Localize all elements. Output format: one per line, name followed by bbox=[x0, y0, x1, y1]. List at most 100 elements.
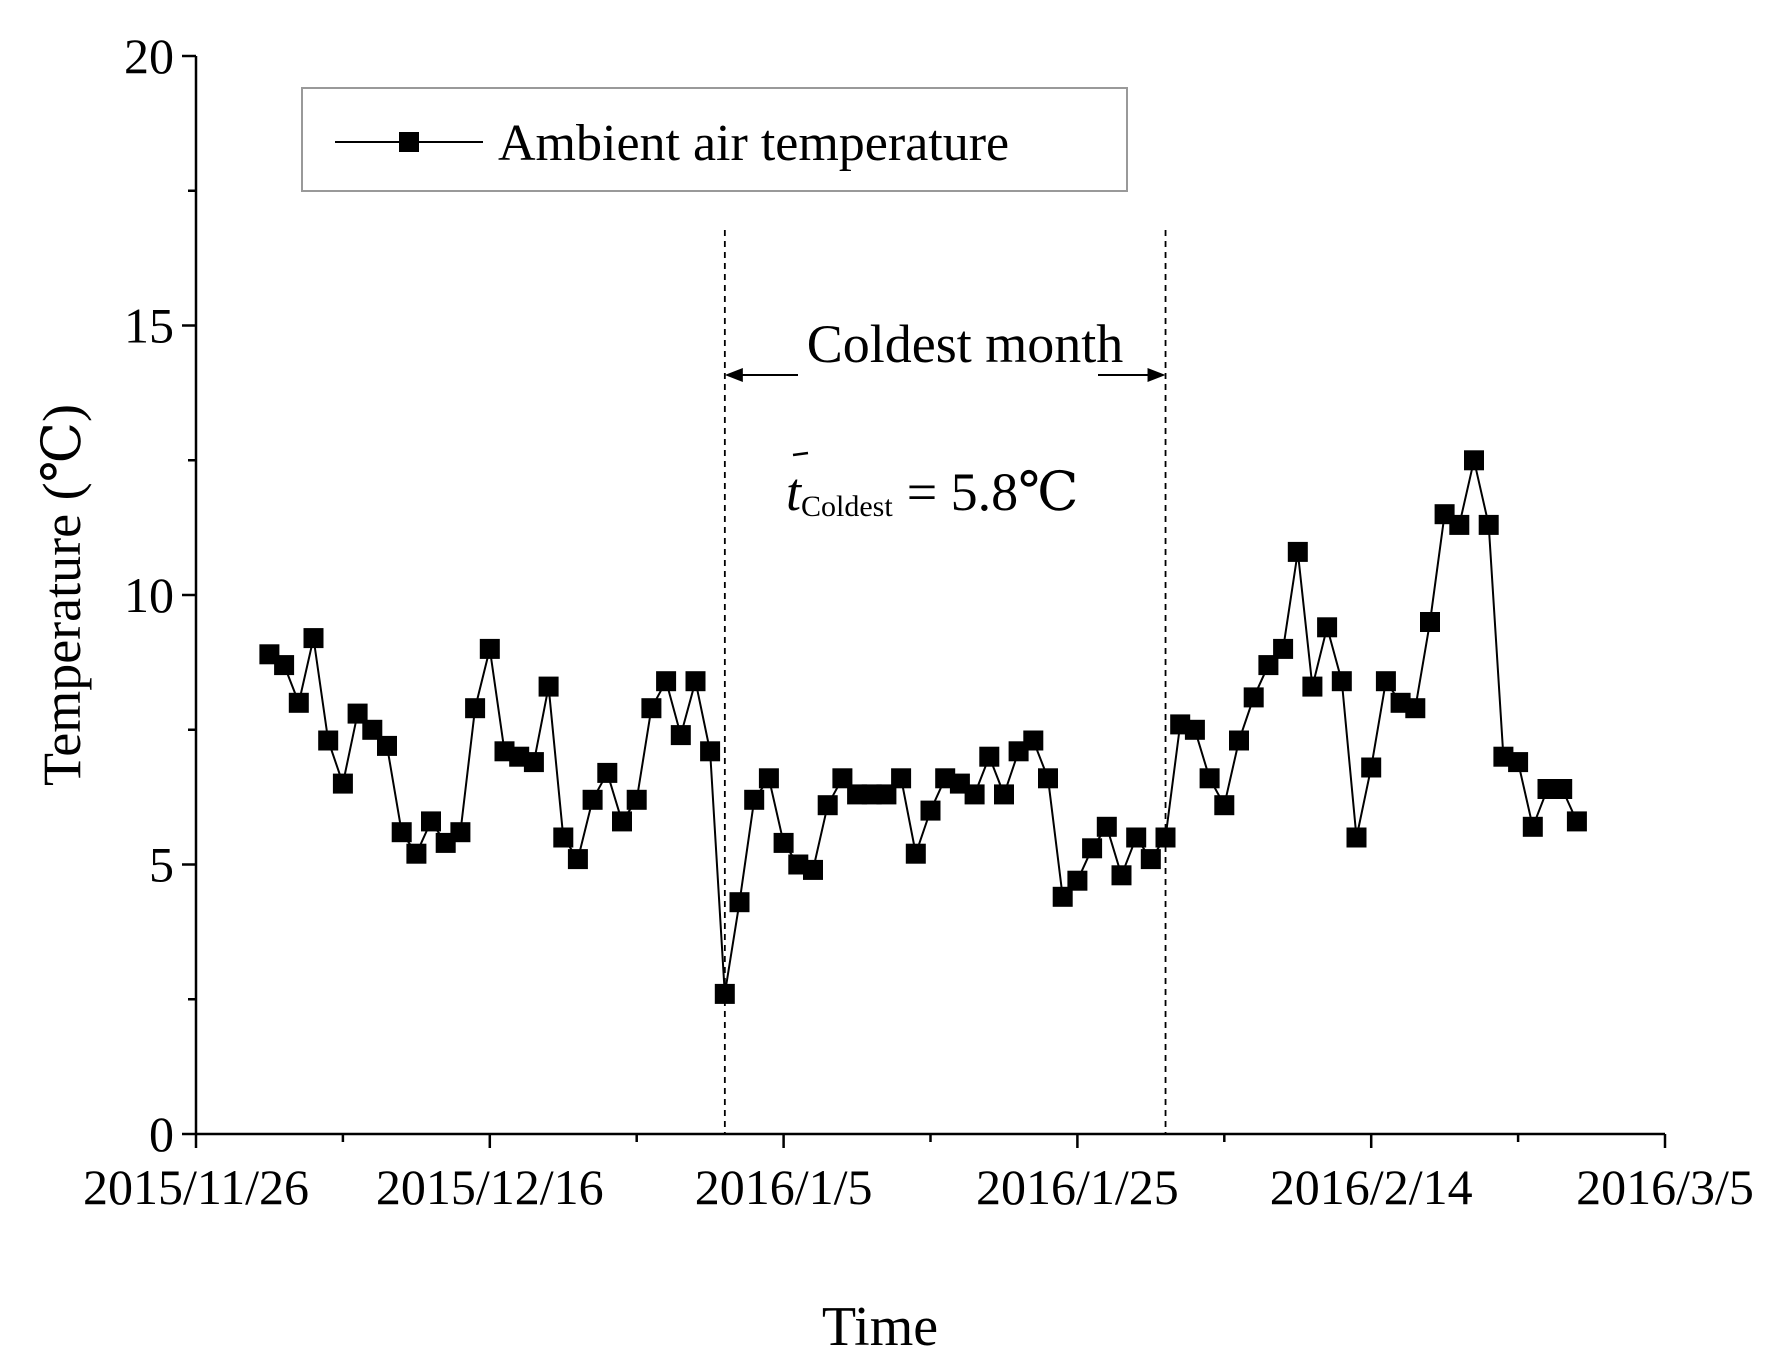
data-point bbox=[1111, 865, 1132, 886]
data-point bbox=[303, 628, 324, 649]
legend-box bbox=[301, 87, 1128, 192]
coldest-mean-subscript: Coldest bbox=[801, 490, 893, 523]
data-point bbox=[758, 768, 779, 789]
data-point bbox=[1052, 886, 1073, 907]
data-point bbox=[347, 703, 368, 724]
data-point bbox=[1199, 768, 1220, 789]
y-axis-title: Temperature (℃) bbox=[32, 404, 92, 786]
x-axis-title: Time bbox=[822, 1296, 938, 1358]
legend-marker bbox=[399, 132, 419, 152]
data-point bbox=[567, 849, 588, 870]
series-points bbox=[259, 450, 1587, 1004]
data-point bbox=[1214, 795, 1235, 816]
data-point bbox=[1464, 450, 1484, 471]
data-point bbox=[994, 784, 1014, 805]
data-point bbox=[1287, 541, 1308, 562]
coldest-month-annotation: Coldest month tColdest = 5.8℃ bbox=[723, 230, 1167, 1134]
x-tick-label: 2016/2/14 bbox=[1270, 1159, 1473, 1215]
data-point bbox=[1346, 827, 1367, 848]
y-tick-label: 15 bbox=[124, 298, 174, 354]
legend-label: Ambient air temperature bbox=[498, 115, 1009, 172]
data-point bbox=[744, 789, 765, 810]
data-point bbox=[803, 859, 823, 880]
data-point bbox=[1229, 730, 1249, 751]
data-point bbox=[1038, 768, 1058, 789]
data-point bbox=[391, 822, 412, 843]
x-tick-label: 2016/1/5 bbox=[695, 1159, 873, 1215]
data-point bbox=[920, 800, 941, 821]
data-point bbox=[523, 752, 544, 773]
y-tick-label: 10 bbox=[124, 567, 174, 623]
data-point bbox=[656, 671, 677, 692]
series-line-ambient-air-temperature bbox=[268, 460, 1578, 995]
y-tick-label: 5 bbox=[149, 837, 174, 893]
data-point bbox=[979, 746, 1000, 767]
coldest-month-right-arrow-head bbox=[1147, 368, 1166, 382]
data-point bbox=[479, 638, 500, 659]
data-point bbox=[905, 843, 926, 864]
data-point bbox=[1508, 752, 1529, 773]
coldest-month-left-arrow-head bbox=[724, 368, 743, 382]
data-point bbox=[832, 768, 853, 789]
data-point bbox=[1375, 671, 1396, 692]
data-point bbox=[450, 822, 471, 843]
data-point bbox=[612, 811, 632, 832]
data-point bbox=[1317, 617, 1338, 638]
data-point bbox=[1082, 838, 1103, 859]
data-point bbox=[1566, 811, 1587, 832]
data-point bbox=[714, 983, 735, 1004]
data-point bbox=[876, 784, 897, 805]
data-point bbox=[332, 773, 353, 794]
data-point bbox=[1302, 676, 1323, 697]
data-point bbox=[1258, 655, 1279, 676]
data-point bbox=[700, 741, 721, 762]
data-point bbox=[1449, 514, 1470, 535]
data-point bbox=[1243, 687, 1264, 708]
coldest-mean-label: tColdest = 5.8℃ bbox=[786, 462, 1079, 523]
data-point bbox=[1405, 698, 1426, 719]
data-point bbox=[670, 725, 691, 746]
data-point bbox=[1361, 757, 1382, 778]
data-point bbox=[1522, 816, 1543, 837]
y-tick-label: 0 bbox=[149, 1106, 174, 1162]
coldest-mean-unit: ℃ bbox=[1018, 462, 1078, 522]
data-point bbox=[582, 789, 603, 810]
coldest-month-label: Coldest month bbox=[807, 314, 1124, 374]
x-tick-label: 2016/1/25 bbox=[976, 1159, 1179, 1215]
data-point bbox=[685, 671, 706, 692]
data-point bbox=[553, 827, 574, 848]
data-point bbox=[538, 676, 559, 697]
coldest-mean-symbol: t bbox=[786, 462, 803, 522]
data-point bbox=[817, 795, 838, 816]
data-point bbox=[274, 655, 295, 676]
data-point bbox=[1478, 514, 1499, 535]
x-tick-label: 2015/12/16 bbox=[376, 1159, 604, 1215]
data-point bbox=[1155, 827, 1176, 848]
data-point bbox=[1067, 870, 1088, 891]
data-point bbox=[1552, 779, 1573, 799]
data-point bbox=[318, 730, 339, 751]
x-ticks: 2015/11/26 2015/12/16 2016/1/5 2016/1/25 201… bbox=[83, 1134, 1754, 1215]
data-point bbox=[964, 784, 985, 805]
data-point bbox=[1140, 849, 1161, 870]
y-ticks: 0 5 10 15 20 bbox=[124, 28, 196, 1162]
data-point bbox=[891, 768, 912, 789]
data-point bbox=[406, 843, 427, 864]
data-point bbox=[1273, 638, 1294, 659]
data-point bbox=[773, 832, 794, 853]
data-point bbox=[1023, 730, 1044, 751]
x-tick-label: 2016/3/5 bbox=[1576, 1159, 1754, 1215]
data-point bbox=[288, 692, 309, 713]
data-point bbox=[641, 698, 662, 719]
data-point bbox=[1420, 612, 1440, 632]
data-point bbox=[377, 735, 397, 756]
data-point bbox=[626, 789, 647, 810]
data-point bbox=[1126, 827, 1147, 848]
data-point bbox=[465, 698, 486, 719]
data-point bbox=[729, 892, 750, 913]
data-point bbox=[597, 762, 618, 783]
legend: Ambient air temperature bbox=[301, 87, 1128, 192]
data-point bbox=[362, 719, 383, 740]
data-point bbox=[1331, 671, 1352, 692]
data-point bbox=[421, 811, 441, 832]
